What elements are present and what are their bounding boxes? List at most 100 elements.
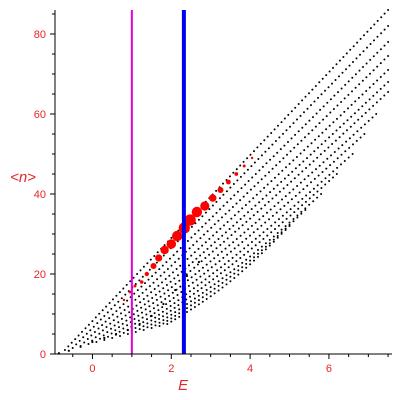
- red-point: [139, 280, 144, 284]
- black-point: [218, 260, 221, 263]
- black-point: [365, 90, 368, 92]
- black-point: [353, 112, 356, 115]
- black-point: [245, 220, 248, 223]
- black-point: [106, 331, 109, 334]
- x-tick-label: 6: [326, 363, 332, 375]
- black-point: [119, 335, 121, 337]
- black-point: [111, 337, 114, 339]
- black-point: [273, 205, 276, 208]
- black-point: [138, 328, 141, 331]
- black-point: [274, 140, 277, 142]
- black-point: [87, 343, 90, 345]
- black-point: [233, 272, 236, 275]
- black-point: [297, 130, 300, 133]
- black-point: [179, 247, 182, 249]
- black-point: [300, 139, 303, 142]
- black-point: [217, 284, 220, 287]
- black-point: [303, 149, 306, 152]
- black-point: [229, 271, 232, 274]
- black-point: [144, 282, 146, 285]
- black-point: [363, 34, 365, 37]
- black-point: [201, 300, 204, 303]
- black-point: [341, 71, 344, 74]
- black-point: [343, 110, 346, 113]
- black-point: [309, 153, 312, 156]
- black-point: [178, 308, 181, 311]
- black-point: [261, 197, 264, 200]
- black-point: [225, 190, 228, 193]
- black-point: [178, 312, 181, 315]
- black-point: [221, 281, 224, 284]
- black-point: [234, 230, 237, 233]
- black-point: [134, 322, 137, 325]
- black-point: [170, 264, 173, 267]
- black-point: [334, 139, 337, 142]
- black-point: [359, 53, 361, 56]
- black-point: [211, 204, 214, 207]
- black-point: [122, 327, 125, 330]
- black-point: [349, 125, 352, 128]
- black-point: [204, 241, 207, 244]
- black-point: [233, 247, 236, 250]
- black-point: [300, 210, 303, 213]
- black-point: [137, 314, 140, 317]
- black-point: [202, 251, 205, 254]
- black-point: [338, 75, 340, 78]
- black-point: [209, 286, 212, 289]
- black-point: [149, 310, 152, 313]
- black-point: [320, 143, 323, 146]
- black-point: [379, 48, 382, 51]
- black-point: [63, 349, 66, 351]
- black-point: [205, 298, 208, 300]
- black-point: [298, 191, 301, 194]
- black-point: [303, 111, 305, 114]
- black-point: [347, 107, 349, 110]
- black-point: [96, 322, 99, 325]
- black-point: [193, 306, 196, 308]
- black-point: [317, 96, 319, 99]
- black-point: [368, 108, 371, 111]
- y-axis-label: <n>: [10, 169, 36, 186]
- black-point: [299, 181, 302, 184]
- black-point: [210, 226, 213, 229]
- black-point: [190, 225, 193, 228]
- black-point: [260, 252, 263, 255]
- black-point: [158, 290, 161, 293]
- x-tick-label: 0: [89, 363, 95, 375]
- black-point: [215, 189, 218, 192]
- black-point: [343, 160, 346, 162]
- black-point: [232, 224, 235, 227]
- black-point: [198, 269, 201, 272]
- black-point: [201, 296, 204, 299]
- black-point: [229, 186, 232, 189]
- black-point: [276, 236, 279, 239]
- black-point: [289, 214, 292, 217]
- black-point: [320, 93, 323, 96]
- black-point: [139, 269, 142, 272]
- black-point: [123, 309, 126, 311]
- black-point: [233, 194, 236, 197]
- black-point: [313, 177, 316, 180]
- black-point: [372, 55, 375, 58]
- black-point: [289, 125, 291, 128]
- black-point: [255, 193, 258, 196]
- black-point: [351, 76, 354, 79]
- black-point: [342, 132, 345, 135]
- black-point: [242, 160, 245, 163]
- black-point: [235, 238, 238, 240]
- black-point: [233, 268, 236, 271]
- black-point: [168, 294, 170, 297]
- black-point: [294, 133, 297, 136]
- black-point: [228, 209, 231, 212]
- black-point: [376, 19, 379, 22]
- black-point: [223, 240, 225, 243]
- black-point: [383, 94, 386, 97]
- black-point: [75, 343, 78, 346]
- black-point: [231, 256, 234, 259]
- black-point: [292, 122, 295, 125]
- black-point: [213, 287, 216, 290]
- black-point: [321, 171, 324, 173]
- black-point: [203, 233, 205, 236]
- black-point: [190, 304, 192, 307]
- black-point: [364, 111, 367, 114]
